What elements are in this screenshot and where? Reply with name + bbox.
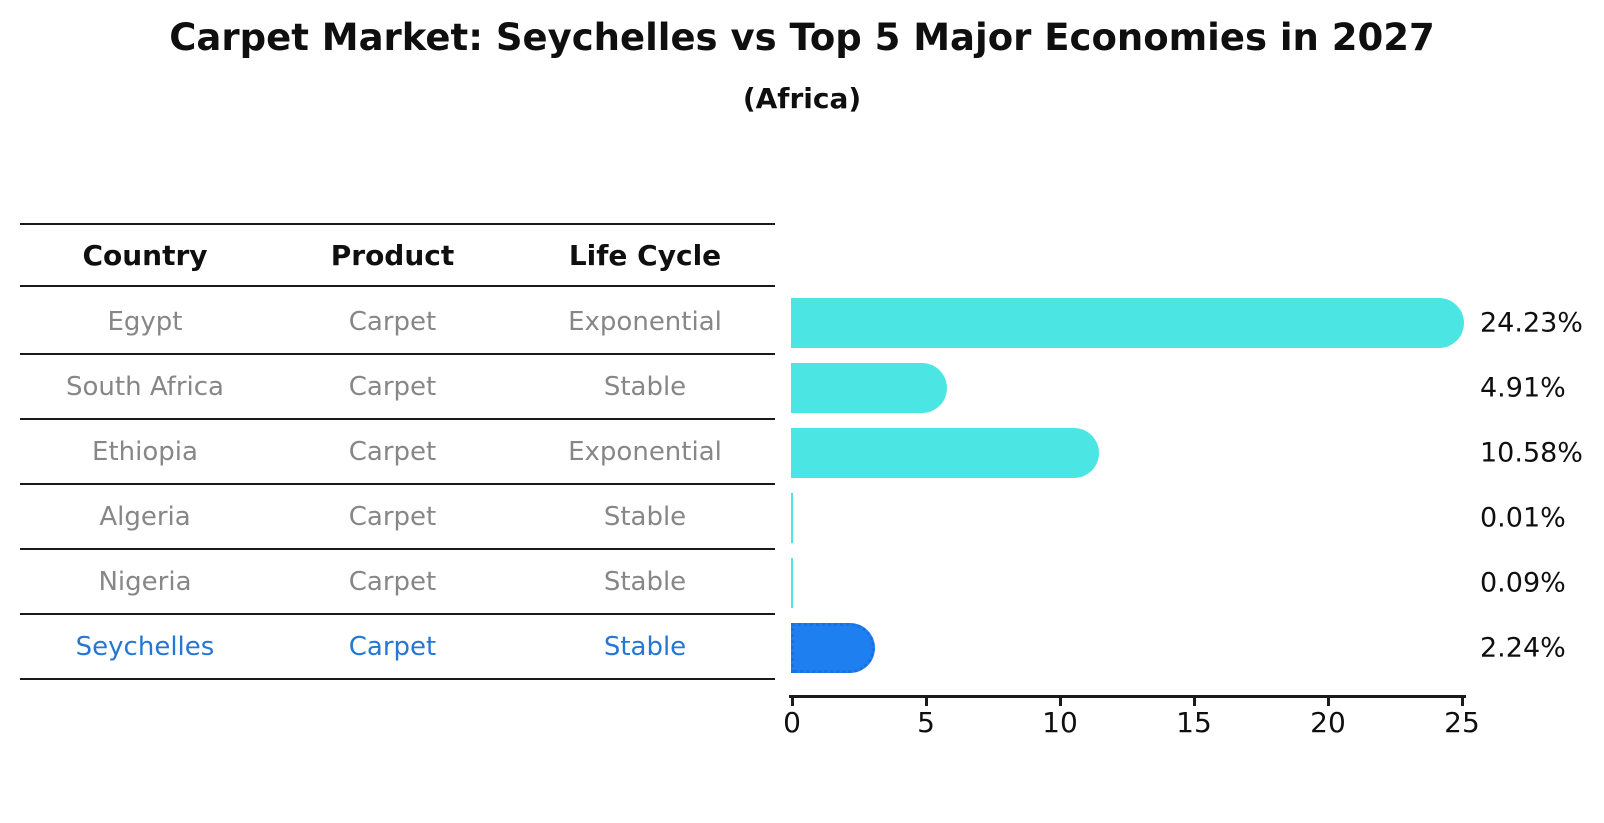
column-header-product: Product (330, 238, 455, 272)
bar-value-label: 4.91% (1480, 372, 1566, 403)
life-cycle-cell: Exponential (568, 436, 722, 467)
bar-algeria (791, 492, 793, 543)
bar-south-africa (791, 362, 947, 413)
table-row-algeria: Algeria Carpet Stable (20, 485, 775, 550)
table-row-ethiopia: Ethiopia Carpet Exponential (20, 420, 775, 485)
bar-seychelles (791, 622, 876, 673)
x-axis-tick-label: 5 (917, 706, 935, 739)
x-axis-line (789, 695, 1466, 698)
product-cell: Carpet (348, 436, 437, 467)
x-axis-tick (1461, 695, 1464, 706)
table-body: Egypt Carpet Exponential South Africa Ca… (20, 290, 775, 680)
x-axis-tick (1193, 695, 1196, 706)
product-cell: Carpet (348, 631, 437, 662)
x-axis-tick-label: 25 (1444, 706, 1480, 739)
bar-nigeria (791, 557, 794, 608)
bar-value-label: 24.23% (1480, 307, 1583, 338)
country-cell: Nigeria (98, 566, 192, 597)
bar-value-label: 0.09% (1480, 567, 1566, 598)
bar-value-label: 10.58% (1480, 437, 1583, 468)
x-axis-tick (925, 695, 928, 706)
country-cell: Seychelles (75, 631, 215, 662)
country-cell: Egypt (107, 306, 183, 337)
life-cycle-cell: Stable (603, 631, 687, 662)
table-row-egypt: Egypt Carpet Exponential (20, 290, 775, 355)
country-cell: Algeria (99, 501, 191, 532)
table-row-nigeria: Nigeria Carpet Stable (20, 550, 775, 615)
x-axis-tick-label: 20 (1310, 706, 1346, 739)
table-header-row: Country Product Life Cycle (20, 223, 775, 287)
life-cycle-cell: Exponential (568, 306, 722, 337)
x-axis-tick-label: 0 (783, 706, 801, 739)
column-header-lifecycle: Life Cycle (568, 238, 722, 272)
x-axis-tick-label: 15 (1176, 706, 1212, 739)
chart-subtitle: (Africa) (742, 82, 862, 115)
bar-value-label: 0.01% (1480, 502, 1566, 533)
life-cycle-cell: Stable (603, 371, 687, 402)
x-axis-tick-label: 10 (1042, 706, 1078, 739)
product-cell: Carpet (348, 566, 437, 597)
life-cycle-cell: Stable (603, 501, 687, 532)
table-row-seychelles: Seychelles Carpet Stable (20, 615, 775, 680)
x-axis-tick (1059, 695, 1062, 706)
column-header-country: Country (82, 238, 208, 272)
x-axis-tick (1327, 695, 1330, 706)
product-cell: Carpet (348, 306, 437, 337)
product-cell: Carpet (348, 371, 437, 402)
country-cell: South Africa (66, 371, 224, 402)
chart-title: Carpet Market: Seychelles vs Top 5 Major… (169, 16, 1435, 59)
bar-egypt (791, 297, 1465, 348)
x-axis-tick (791, 695, 794, 706)
country-cell: Ethiopia (92, 436, 198, 467)
life-cycle-cell: Stable (603, 566, 687, 597)
bar-ethiopia (791, 427, 1099, 478)
table-row-south-africa: South Africa Carpet Stable (20, 355, 775, 420)
product-cell: Carpet (348, 501, 437, 532)
bar-value-label: 2.24% (1480, 632, 1566, 663)
